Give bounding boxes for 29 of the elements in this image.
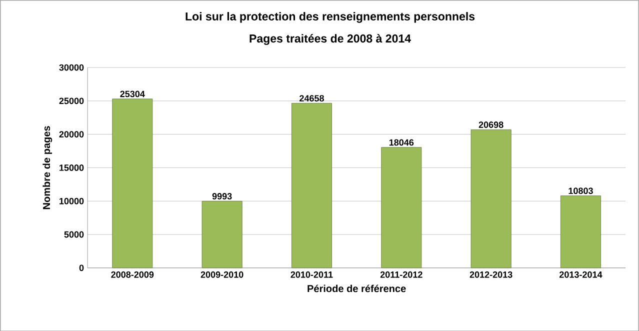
- data-label: 20698: [478, 121, 504, 128]
- y-tick-label: 0: [79, 264, 84, 271]
- data-label: 25304: [120, 90, 145, 97]
- x-tick-label: 2009-2010: [200, 271, 244, 278]
- bar: [202, 200, 242, 268]
- x-tick-label: 2011-2012: [380, 271, 422, 278]
- x-tick-label: 2013-2014: [559, 271, 602, 278]
- y-axis-title: Nombre de pages: [42, 126, 52, 209]
- chart-title: Loi sur la protection des renseignements personnels: [186, 12, 475, 23]
- x-tick-label: 2010-2011: [290, 271, 333, 278]
- y-tick-label: 20000: [59, 130, 84, 138]
- y-tick-label: 25000: [59, 98, 84, 104]
- y-tick-label: 10000: [60, 198, 84, 204]
- bar: [112, 98, 153, 268]
- data-label: 18046: [389, 139, 414, 146]
- y-tick-label: 15000: [60, 164, 84, 171]
- data-label: 9993: [212, 192, 232, 200]
- data-label: 10803: [568, 187, 593, 194]
- data-label: 24658: [300, 94, 324, 102]
- y-tick-label: 5000: [64, 231, 84, 238]
- x-tick-label: 2012-2013: [470, 271, 512, 278]
- bar: [560, 195, 601, 268]
- bar: [292, 102, 332, 268]
- y-tick-label: 30000: [59, 64, 84, 71]
- bar: [381, 146, 422, 268]
- x-tick-label: 2008-2009: [111, 271, 154, 278]
- chart-subtitle: Pages traitées de 2008 à 2014: [250, 34, 411, 45]
- x-axis-title: Période de référence: [308, 284, 406, 292]
- bar: [470, 129, 512, 268]
